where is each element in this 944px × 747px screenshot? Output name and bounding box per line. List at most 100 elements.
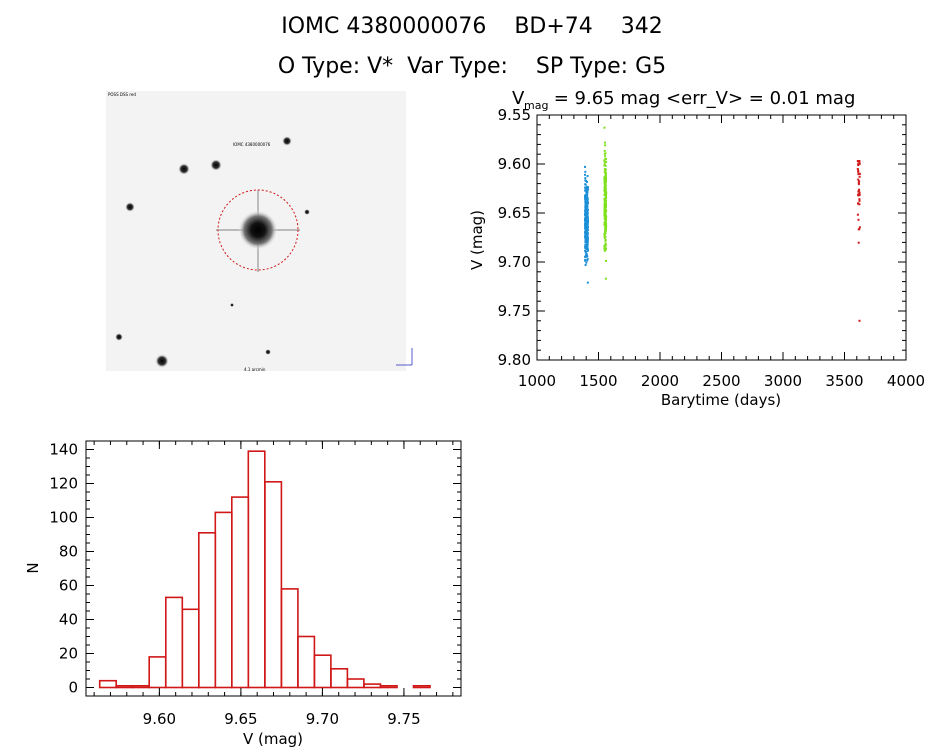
lc-point-segment-1 <box>585 254 587 257</box>
scale-label: 4.1 arcmin <box>244 367 266 372</box>
hist-bar <box>148 656 167 689</box>
hist-ytick-label: 40 <box>59 611 78 629</box>
lc-point-segment-3 <box>858 160 861 163</box>
lc-point-segment-2 <box>604 217 607 220</box>
lc-point-segment-1 <box>584 236 587 239</box>
hist-bars <box>98 450 431 689</box>
lc-point-segment-3 <box>858 162 861 164</box>
lc-point-segment-3 <box>857 218 860 221</box>
lc-xtick-label: 1000 <box>518 372 556 390</box>
lc-point-segment-3 <box>857 183 860 186</box>
lc-point-segment-1 <box>585 243 588 246</box>
hist-ytick-label: 20 <box>59 645 78 663</box>
lc-point-segment-1 <box>585 218 588 221</box>
lc-point-segment-2 <box>604 231 607 234</box>
lc-point-segment-3 <box>856 213 859 216</box>
lc-point-segment-1 <box>586 202 589 205</box>
lc-point-segment-2 <box>603 126 606 129</box>
lc-point-segment-1 <box>587 225 589 228</box>
lc-point-segment-1 <box>586 188 589 191</box>
lc-point-segment-1 <box>585 187 588 190</box>
lc-point-segment-2 <box>604 188 607 191</box>
lc-point-segment-2 <box>603 247 606 250</box>
lc-point-segment-1 <box>584 264 587 266</box>
lc-title-sub: mag <box>524 99 548 112</box>
lc-point-segment-2 <box>605 180 607 183</box>
lc-point-segment-2 <box>603 245 606 247</box>
lc-point-segment-1 <box>585 209 588 212</box>
lc-point-segment-2 <box>604 227 607 230</box>
lc-point-segment-3 <box>856 168 859 170</box>
lc-point-segment-1 <box>585 189 588 192</box>
lc-point-segment-2 <box>603 235 606 238</box>
lc-point-segment-1 <box>585 234 588 237</box>
lc-point-segment-1 <box>584 170 587 173</box>
lc-point-segment-1 <box>585 231 588 233</box>
lc-point-segment-1 <box>584 219 586 222</box>
lc-point-segment-2 <box>604 206 607 209</box>
lc-point-segment-1 <box>585 192 588 195</box>
lc-point-segment-3 <box>857 178 860 181</box>
lc-point-segment-1 <box>585 194 588 196</box>
hist-bar <box>131 684 150 689</box>
hist-bar <box>214 511 233 689</box>
lc-point-segment-2 <box>604 187 607 189</box>
lc-point-segment-1 <box>584 194 587 197</box>
lc-point-segment-3 <box>857 202 860 205</box>
lc-point-segment-2 <box>603 213 606 216</box>
lc-point-segment-1 <box>584 238 587 241</box>
lc-point-segment-3 <box>858 203 861 206</box>
hist-xtick-label: 9.70 <box>306 710 339 728</box>
lc-plot-frame <box>536 114 907 361</box>
lc-ticks: 1000 1500 2000 2500 3000 3500 4000 9.55 9.60 9.65… <box>498 106 926 390</box>
lc-title-rest: = 9.65 mag <err_V> = 0.01 mag <box>548 88 855 109</box>
hist-ylabel: N <box>24 562 42 573</box>
lc-xtick-label: 4000 <box>887 372 925 390</box>
lc-point-segment-2 <box>603 197 606 200</box>
lc-point-segment-1 <box>584 203 587 206</box>
lc-point-segment-2 <box>604 152 607 155</box>
hist-plot-frame <box>85 440 462 697</box>
lc-point-segment-1 <box>584 232 587 235</box>
lc-point-segment-2 <box>604 216 607 219</box>
hist-ytick-label: 140 <box>49 441 78 459</box>
hist-bar <box>231 496 250 689</box>
lc-xtick-label: 2000 <box>641 372 679 390</box>
hist-bar <box>313 654 332 689</box>
lc-xtick-label: 3500 <box>825 372 863 390</box>
hist-bar <box>330 667 349 689</box>
lc-point-segment-2 <box>605 176 607 179</box>
lc-point-segment-3 <box>858 198 861 201</box>
lc-ytick-label: 9.65 <box>498 204 531 222</box>
lc-point-segment-2 <box>603 141 606 144</box>
hist-xtick-label: 9.65 <box>224 710 257 728</box>
lc-point-segment-1 <box>584 249 587 252</box>
lc-ytick-label: 9.80 <box>498 351 531 369</box>
lc-point-segment-1 <box>586 249 589 252</box>
field-star <box>230 303 234 307</box>
lc-xtick-label: 3000 <box>764 372 802 390</box>
object-title: IOMC 4380000076 BD+74 342 <box>281 14 663 39</box>
field-star <box>304 209 310 215</box>
hist-bar <box>165 596 184 689</box>
lc-point-segment-1 <box>586 245 588 248</box>
lc-point-segment-3 <box>857 164 860 167</box>
lc-point-segment-1 <box>584 251 587 254</box>
lc-point-segment-2 <box>605 160 608 163</box>
light-curve-chart: V mag = 9.65 mag <err_V> = 0.01 mag 1000… <box>468 88 925 409</box>
lc-point-segment-2 <box>604 144 607 147</box>
lc-point-segment-1 <box>585 201 588 204</box>
lc-ytick-label: 9.75 <box>498 302 531 320</box>
lc-point-segment-1 <box>586 206 589 208</box>
field-star <box>178 163 190 175</box>
lc-point-segment-2 <box>603 202 606 204</box>
lc-point-segment-1 <box>587 219 589 222</box>
aperture-circle <box>217 189 299 271</box>
lc-point-segment-2 <box>604 185 607 188</box>
lc-point-segment-1 <box>586 208 589 211</box>
lc-point-segment-1 <box>584 179 587 182</box>
lc-point-segment-2 <box>603 178 606 181</box>
lc-xlabel: Barytime (days) <box>661 391 781 409</box>
lc-point-segment-2 <box>603 176 606 179</box>
